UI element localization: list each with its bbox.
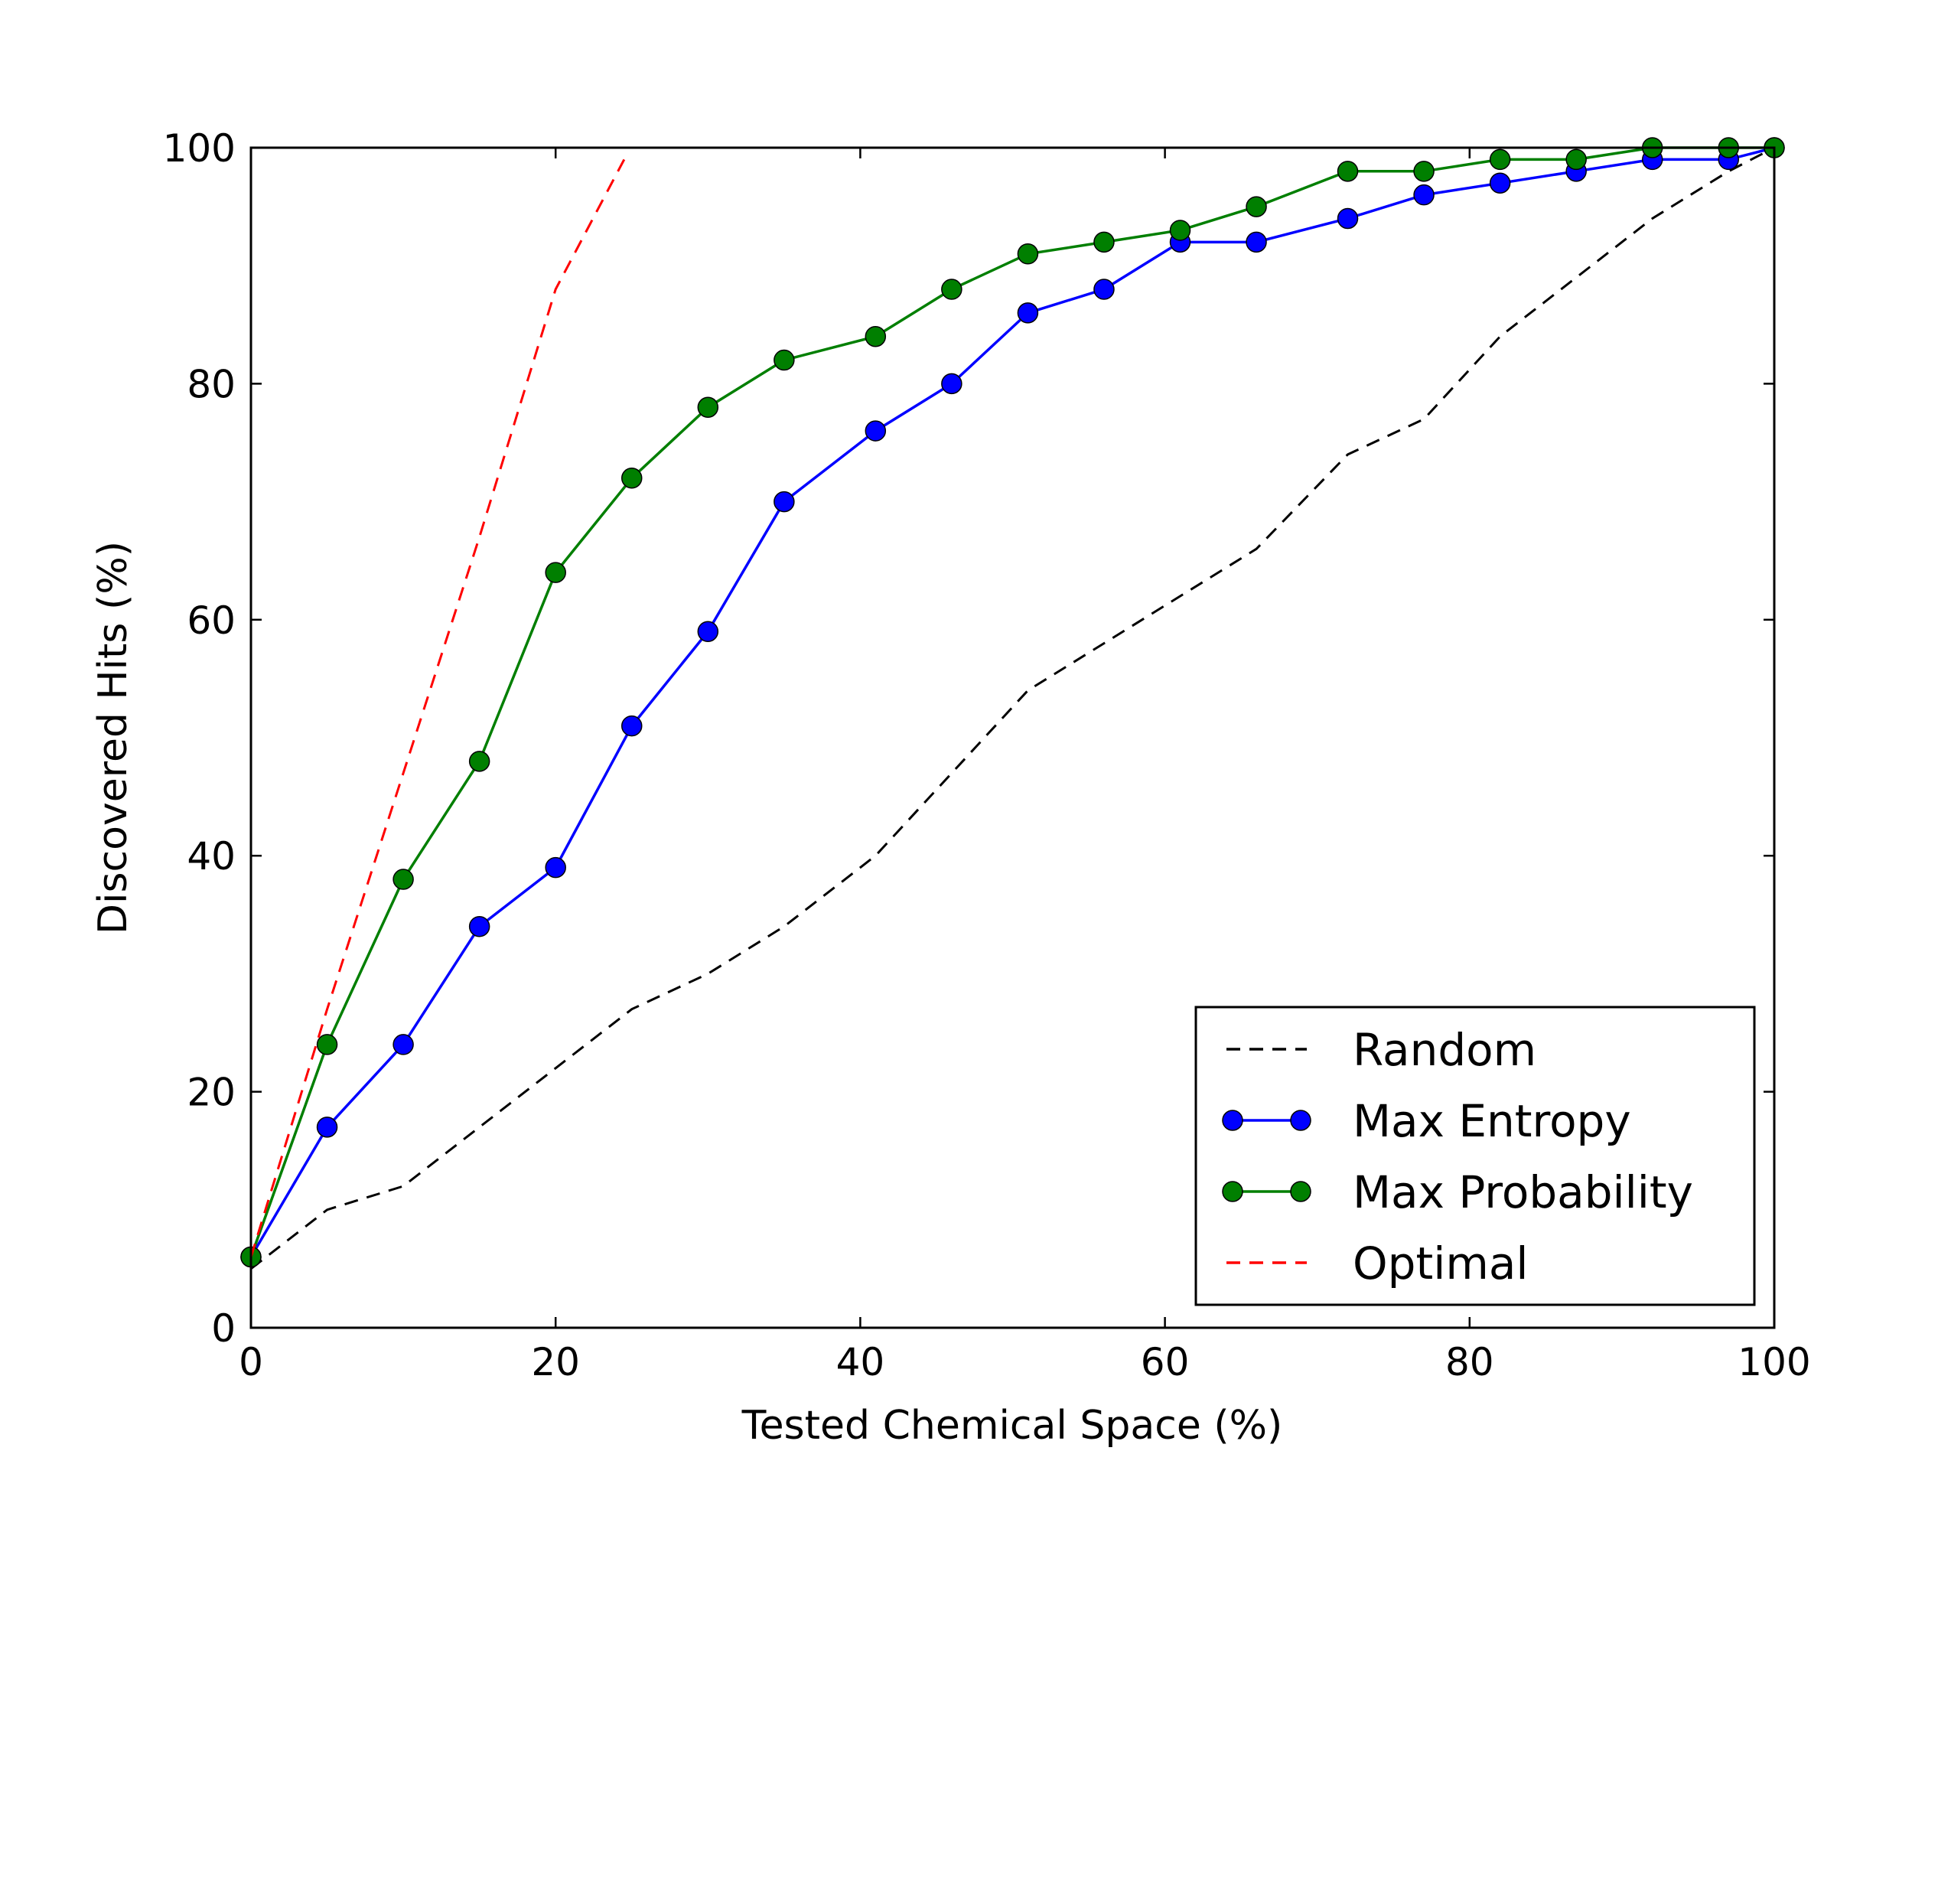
legend-label: Max Probability bbox=[1353, 1166, 1693, 1218]
data-point bbox=[1413, 161, 1435, 182]
data-point bbox=[1565, 148, 1587, 171]
data-point bbox=[1093, 231, 1115, 253]
series-line bbox=[250, 146, 1775, 1270]
data-point bbox=[1169, 220, 1191, 241]
series-optimal bbox=[249, 158, 626, 1257]
legend-swatch-marker bbox=[1290, 1110, 1311, 1131]
x-tick-label: 80 bbox=[1445, 1340, 1494, 1384]
data-point bbox=[1246, 196, 1267, 217]
data-point bbox=[941, 279, 962, 300]
data-point bbox=[1246, 231, 1267, 253]
data-point bbox=[392, 1034, 414, 1055]
legend-label: Random bbox=[1353, 1024, 1536, 1076]
plot-area bbox=[240, 137, 1785, 1270]
legend-label: Max Entropy bbox=[1353, 1095, 1631, 1147]
data-point bbox=[621, 715, 643, 737]
data-point bbox=[697, 621, 719, 642]
data-point bbox=[392, 869, 414, 890]
data-point bbox=[1017, 243, 1039, 265]
legend-swatch-marker bbox=[1290, 1181, 1311, 1202]
x-tick-label: 100 bbox=[1738, 1340, 1810, 1384]
data-point bbox=[774, 491, 795, 513]
data-point bbox=[1017, 302, 1039, 324]
x-tick-label: 40 bbox=[836, 1340, 885, 1384]
legend-box bbox=[1194, 1006, 1756, 1306]
x-tick-label: 60 bbox=[1141, 1340, 1190, 1384]
legend: Random Max Entropy Max Probability Optimal bbox=[1194, 1006, 1756, 1306]
y-tick-label: 80 bbox=[187, 362, 236, 406]
data-point bbox=[1337, 207, 1359, 230]
axes-frame bbox=[249, 146, 1776, 1329]
data-point bbox=[774, 349, 795, 371]
legend-item: Random bbox=[1226, 1024, 1536, 1076]
x-tick-label: 0 bbox=[239, 1340, 263, 1384]
data-point bbox=[468, 915, 490, 937]
data-point bbox=[1489, 148, 1511, 171]
data-point bbox=[1337, 161, 1359, 182]
data-point bbox=[468, 751, 490, 772]
legend-item: Optimal bbox=[1226, 1237, 1528, 1289]
data-point bbox=[1093, 279, 1115, 300]
y-tick-label: 20 bbox=[187, 1071, 236, 1115]
x-axis-label: Tested Chemical Space (%) bbox=[741, 1403, 1283, 1449]
data-point bbox=[697, 396, 719, 418]
series-line bbox=[249, 158, 626, 1257]
series-random bbox=[250, 146, 1775, 1270]
series-max-entropy bbox=[240, 137, 1785, 1268]
axis-ticks: 0 20 40 60 80 100 0 20 40 60 80 100 bbox=[163, 126, 1811, 1384]
data-point bbox=[865, 420, 887, 442]
legend-label: Optimal bbox=[1353, 1237, 1528, 1289]
data-point bbox=[545, 856, 566, 879]
y-tick-label: 100 bbox=[163, 126, 236, 171]
legend-item: Max Entropy bbox=[1222, 1095, 1631, 1147]
data-point bbox=[1413, 184, 1435, 206]
y-tick-label: 60 bbox=[187, 598, 236, 643]
y-axis-label: Discovered Hits (%) bbox=[90, 541, 136, 934]
data-point bbox=[316, 1117, 338, 1138]
data-point bbox=[316, 1034, 338, 1055]
data-point bbox=[545, 562, 566, 583]
y-tick-label: 0 bbox=[211, 1306, 236, 1351]
legend-swatch-marker bbox=[1222, 1181, 1243, 1202]
series-max-probability bbox=[240, 137, 1785, 1268]
data-point bbox=[865, 325, 887, 347]
y-tick-label: 40 bbox=[187, 834, 236, 879]
data-point bbox=[1489, 172, 1511, 194]
x-tick-label: 20 bbox=[531, 1340, 580, 1384]
data-point bbox=[941, 373, 962, 395]
data-point bbox=[621, 468, 643, 489]
legend-item: Max Probability bbox=[1222, 1166, 1693, 1218]
legend-swatch-marker bbox=[1222, 1110, 1243, 1131]
